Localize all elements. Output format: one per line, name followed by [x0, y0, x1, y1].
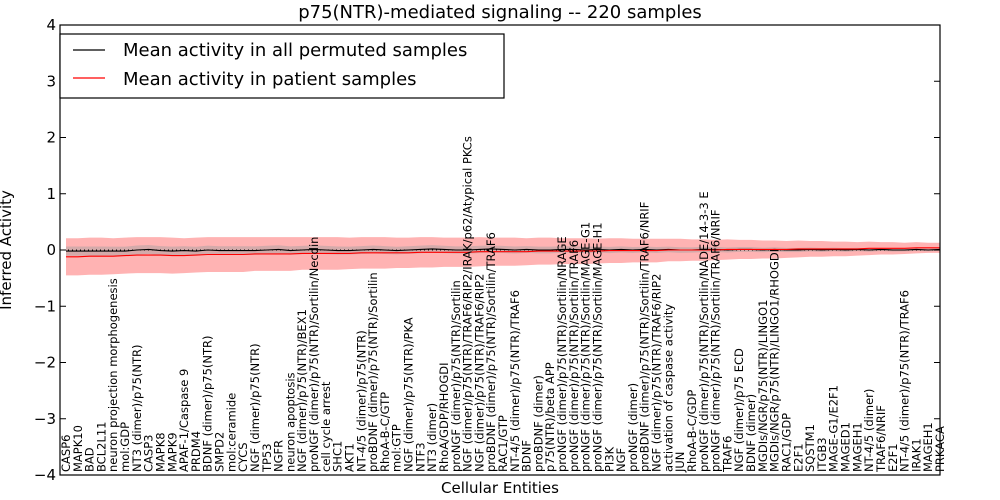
entity-label: NGF (dimer)/p75(NTR)/TRAF6/RIP2: [472, 274, 486, 472]
y-tick-label: −1: [34, 297, 56, 315]
entity-label: proBDNF (dimer)/p75(NTR)/Sortilin/TRAF6/…: [638, 202, 652, 472]
entity-label: RhoA/GDP/RHOGDI: [437, 363, 451, 472]
entity-label: NT-4/5 (dimer)/p75(NTR)/TRAF6: [898, 290, 912, 472]
entity-label: CASP6: [59, 435, 73, 472]
entity-label: proNGF (dimer)/p75(NTR)/Sortilin/TRAF6/N…: [709, 210, 723, 472]
entity-label: NT3 (dimer): [425, 403, 439, 472]
entity-label: BDNF (dimer)/p75(NTR): [201, 336, 215, 473]
chart-title: p75(NTR)-mediated signaling -- 220 sampl…: [298, 2, 702, 23]
entity-label: NT3 (dimer)/p75(NTR): [130, 345, 144, 472]
entity-label: E2F1: [886, 443, 900, 472]
legend-label-permuted: Mean activity in all permuted samples: [123, 40, 467, 61]
entity-label: proBDNF (dimer)/p75(NTR)/Sortilin/TRAF6: [484, 232, 498, 472]
entity-label: IRAK1: [909, 438, 923, 472]
entity-label: TRAF6/NRIF: [874, 405, 888, 473]
y-tick-label: 3: [46, 72, 56, 90]
entity-label: mol:ceramide: [224, 393, 238, 472]
entity-label: MAGED1: [839, 422, 853, 472]
entity-label: mol:GTP: [390, 424, 404, 472]
y-tick-label: −2: [34, 354, 56, 372]
entity-label: RAC1/GDP: [780, 413, 794, 472]
entity-label: MAGEH1: [921, 422, 935, 472]
entity-label: neuron apoptosis: [283, 372, 297, 472]
entity-label: MAPK9: [165, 432, 179, 472]
entity-label: TP53: [260, 443, 274, 473]
band-patient: [66, 237, 940, 276]
entity-label: neuron projection morphogenesis: [106, 278, 120, 472]
entity-label: BCL2L11: [94, 422, 108, 472]
entity-label: ITGB3: [815, 437, 829, 472]
entity-label: NGF (dimer)/p75(NTR)/TRAF6/RIP2/IRAK/p62…: [461, 136, 475, 472]
entity-label: proNGF (dimer)/p75(NTR)/Sortilin/MAGE-G1: [579, 222, 593, 472]
x-axis-label: Cellular Entities: [441, 479, 559, 497]
entity-label: PRDM4: [189, 431, 203, 472]
entity-label: SHC1: [331, 441, 345, 472]
entity-label: BDNF: [520, 440, 534, 472]
entity-label: NGFR: [272, 440, 286, 472]
entity-label: SQSTM1: [803, 424, 817, 472]
y-axis-label: Inferred Activity: [0, 190, 15, 310]
entity-label: proNGF (dimer)/p75(NTR)/Sortilin/Necdin: [307, 237, 321, 472]
entity-label: cell cycle arrest: [319, 381, 333, 472]
entity-label: proNGF (dimer)/p75(NTR)/Sortilin/NRAGE: [555, 236, 569, 472]
entity-label: proNGF (dimer)/p75(NTR)/Sortilin/NADE/14…: [697, 191, 711, 472]
entity-label: SMPD2: [213, 432, 227, 472]
entity-label: RAC1/GTP: [496, 415, 510, 472]
entity-label: activation of caspase activity: [661, 304, 675, 472]
entity-label: MAPK10: [71, 425, 85, 472]
entity-label: RhoA-B-C/GTP: [378, 392, 392, 472]
entity-label: proNGF (dimer)/p75(NTR)/Sortilin: [449, 280, 463, 472]
series-line-patient: [66, 247, 940, 258]
entity-label: NT-4/5 (dimer): [862, 389, 876, 472]
entity-label: proBDNF (dimer): [531, 375, 545, 472]
y-tick-label: 0: [46, 241, 56, 259]
entity-label: p75(NTR)/beta APP: [543, 362, 557, 472]
legend-box: [59, 33, 505, 99]
entity-label: RhoA-B-C/GDP: [685, 390, 699, 472]
entity-label: MAPK8: [154, 432, 168, 472]
entity-label: MAGE-G1/E2F1: [827, 385, 841, 472]
entity-label: NT-4/5 (dimer)/p75(NTR)/TRAF6: [508, 290, 522, 472]
legend: Mean activity in all permuted samples Me…: [59, 33, 505, 99]
entity-label: proNGF (dimer)/p75(NTR)/Sortilin/TRAF6: [567, 240, 581, 472]
entity-label: MAGEH1: [850, 422, 864, 472]
entity-label: proBDNF (dimer)/p75(NTR)/Sortilin: [366, 272, 380, 472]
entity-label: NGF (dimer)/p75(NTR): [248, 343, 262, 472]
entity-label: TRAF6: [720, 436, 734, 473]
entity-label: MGDIs/NGR/p75(NTR)/LINGO1: [756, 300, 770, 472]
entity-label: CYCS: [236, 442, 250, 472]
entity-label: NGF: [614, 448, 628, 472]
entity-label: BDNF (dimer): [744, 394, 758, 472]
y-tick-label: −3: [34, 410, 56, 428]
y-tick-label: 1: [46, 185, 56, 203]
entity-label: AKT1: [343, 443, 357, 472]
band-permuted: [66, 244, 940, 256]
entity-label: NGF (dimer)/p75(NTR)/PKA: [402, 317, 416, 472]
entity-label: proNGF (dimer): [626, 383, 640, 472]
legend-label-patient: Mean activity in patient samples: [123, 69, 417, 90]
entity-label: NGF (dimer)/p75(NTR)/TRAF6/RIP2: [650, 274, 664, 472]
entity-label: PI3K: [602, 446, 616, 472]
entity-label: APAF-1/Caspase 9: [177, 369, 191, 472]
entity-label: mol:GDP: [118, 422, 132, 472]
entity-label: MGDIs/NGR/p75(NTR)/LINGO1/RHOGDI: [768, 249, 782, 472]
entity-label: E2F1: [791, 443, 805, 472]
entity-label: JUN: [673, 452, 687, 473]
entity-label: NT-4/5 (dimer)/p75(NTR): [354, 330, 368, 472]
entity-label: NTF3: [413, 442, 427, 472]
entity-label: proNGF (dimer)/p75(NTR)/Sortilin/MAGE-H1: [591, 222, 605, 472]
series-line-permuted: [66, 248, 941, 252]
entity-label: BAD: [83, 447, 97, 472]
entity-label: NGF (dimer)/p75(NTR)/BEX1: [295, 309, 309, 472]
y-tick-label: −4: [34, 466, 56, 484]
entity-label: CASP3: [142, 435, 156, 472]
y-tick-label: 4: [46, 16, 56, 34]
y-tick-label: 2: [46, 129, 56, 147]
entity-label: NGF (dimer)/p75 ECD: [732, 348, 746, 472]
